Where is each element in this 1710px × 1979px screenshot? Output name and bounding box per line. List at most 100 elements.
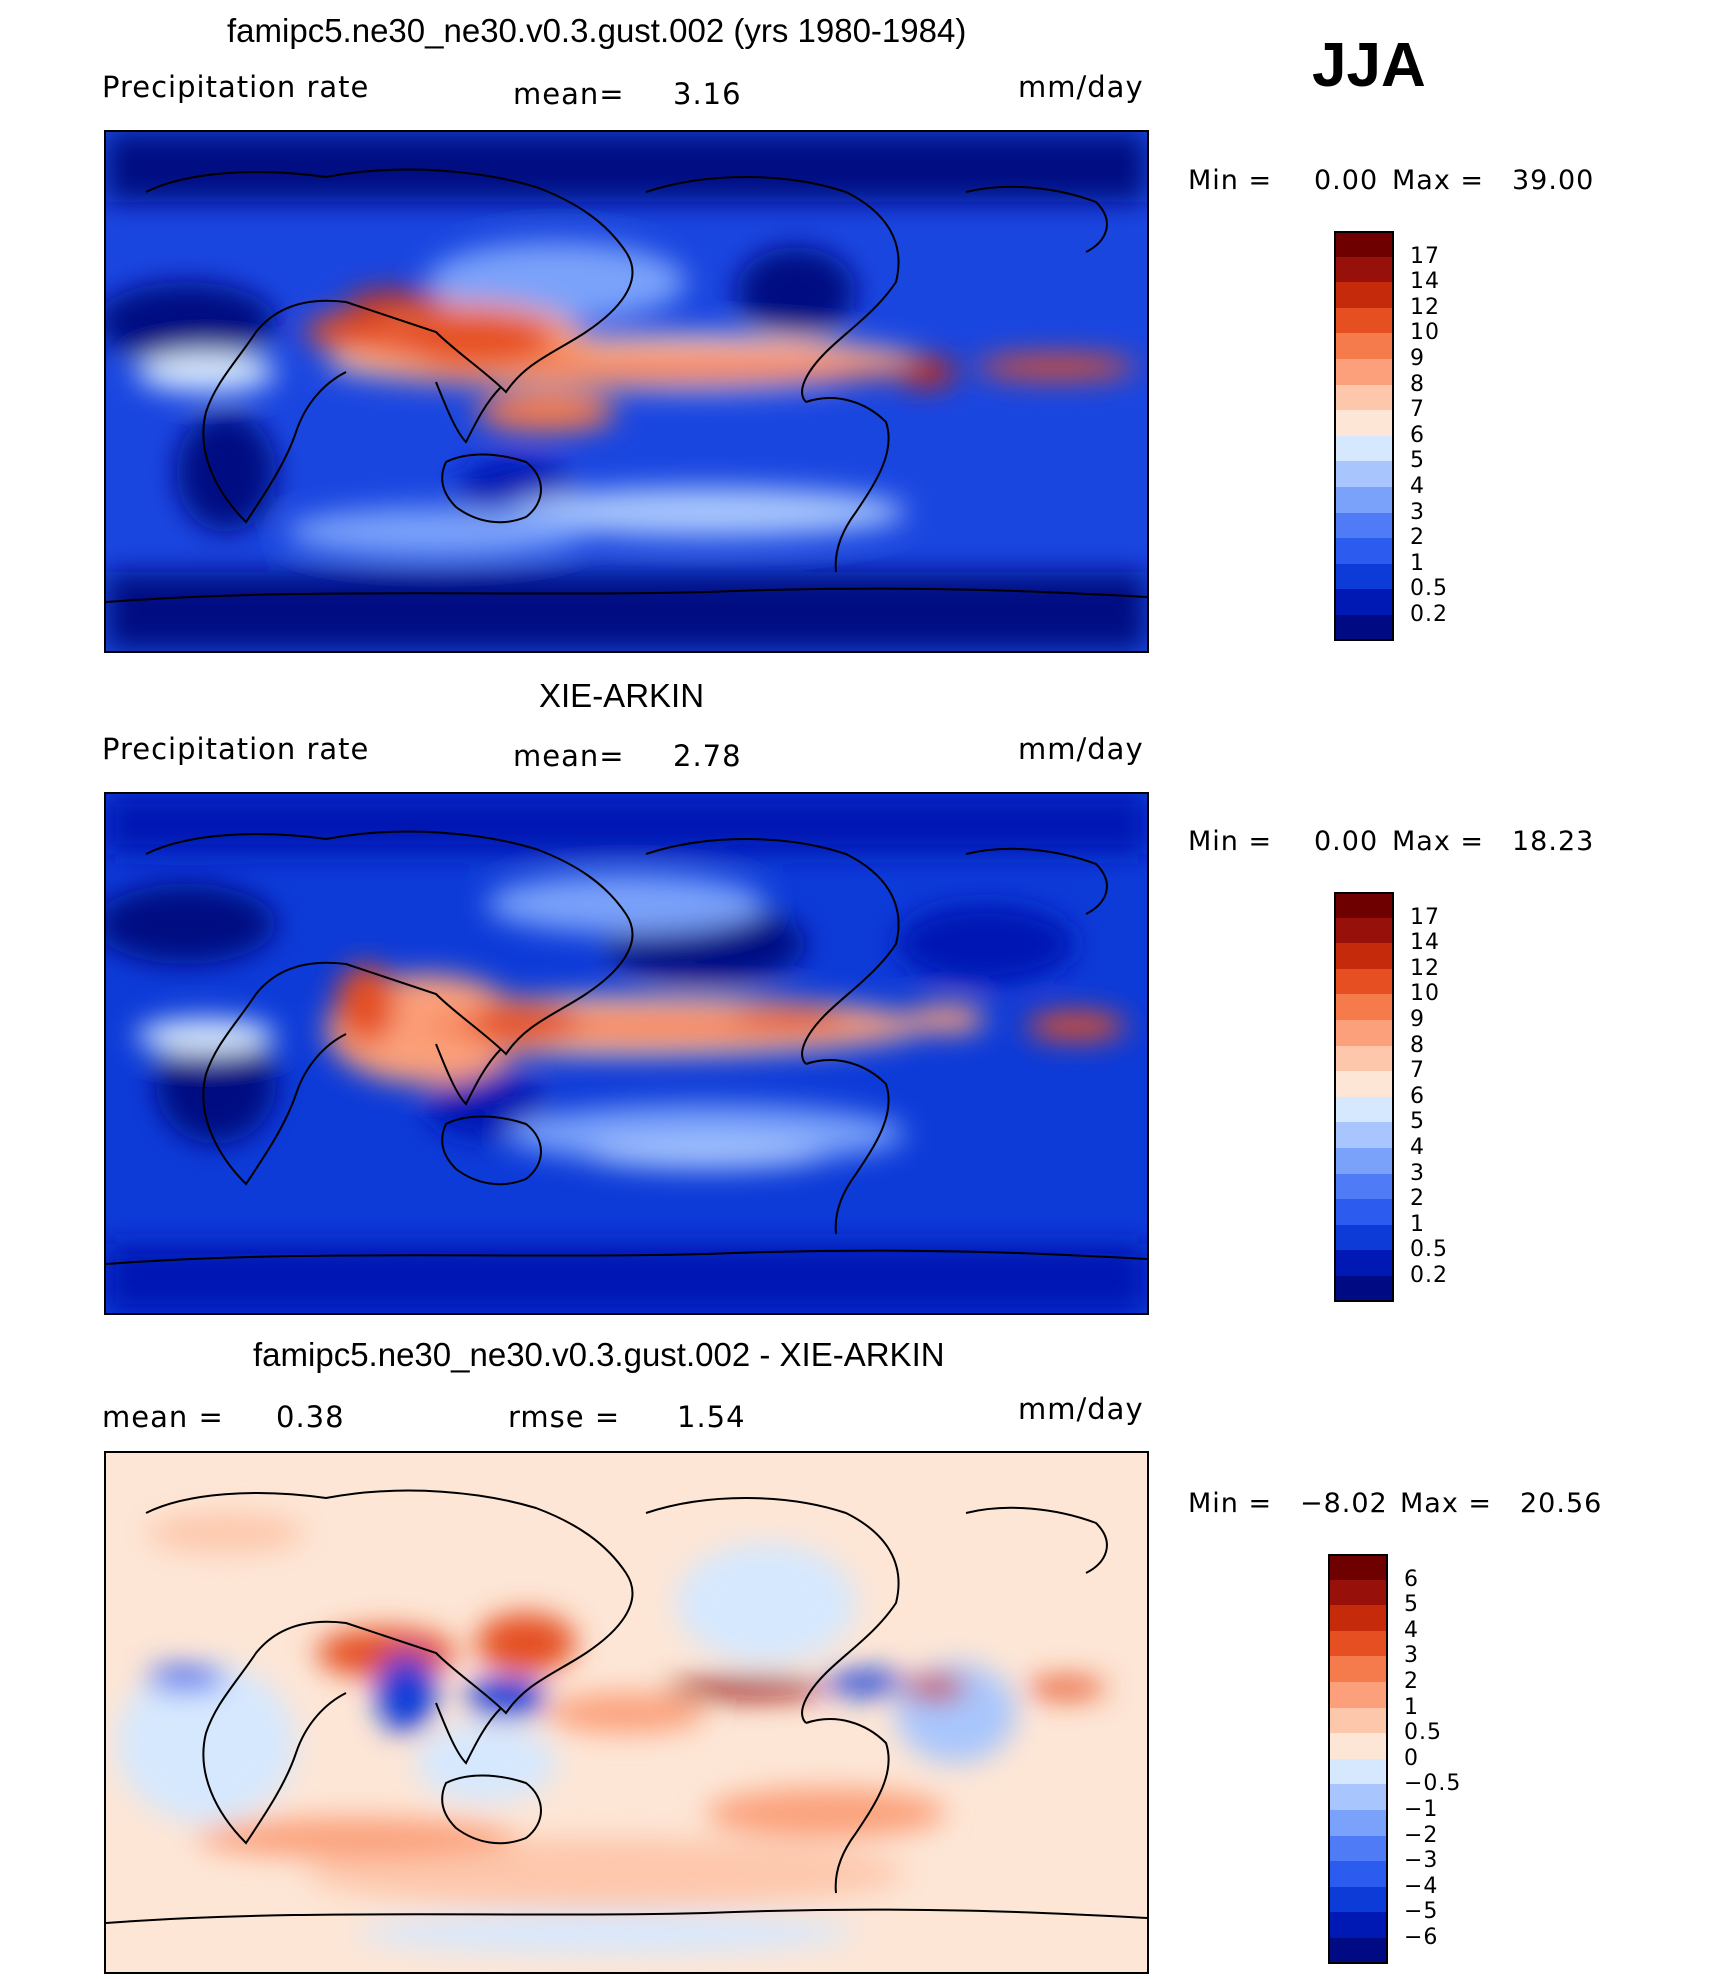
colorbar-tick-label: 4 [1404, 1617, 1419, 1643]
colorbar-box [1334, 359, 1394, 386]
colorbar-tick-label: 10 [1410, 320, 1440, 346]
colorbar-box [1328, 1707, 1388, 1734]
colorbar-tick-label: 14 [1410, 269, 1440, 295]
colorbar-tick-label: 3 [1410, 499, 1425, 525]
colorbar-box [1334, 589, 1394, 616]
season-label: JJA [1312, 31, 1426, 100]
panel2-map [104, 792, 1149, 1315]
colorbar-tick-label: 14 [1410, 930, 1440, 956]
colorbar-box [1328, 1733, 1388, 1760]
colorbar-box [1334, 1096, 1394, 1123]
colorbar-tick-label: −6 [1404, 1925, 1439, 1950]
colorbar-box [1334, 1250, 1394, 1277]
colorbar-box [1328, 1554, 1388, 1581]
colorbar-box [1334, 307, 1394, 334]
colorbar-tick-label: 5 [1410, 448, 1425, 474]
colorbar-box [1334, 1020, 1394, 1047]
colorbar-box [1334, 563, 1394, 590]
panel3-max-label: Max = [1400, 1488, 1493, 1519]
panel2-variable-label: Precipitation rate [102, 732, 370, 766]
colorbar-tick-label: 4 [1410, 474, 1425, 499]
colorbar-box [1328, 1938, 1388, 1965]
colorbar-box [1328, 1579, 1388, 1606]
colorbar-tick-label: −5 [1404, 1899, 1439, 1925]
colorbar-box [1334, 1045, 1394, 1072]
colorbar-box [1334, 968, 1394, 995]
colorbar-box [1334, 1122, 1394, 1149]
panel3-map-svg [106, 1453, 1147, 1972]
colorbar-tick-label: 17 [1410, 904, 1440, 930]
panel1-ocean-field [106, 132, 1147, 651]
panel3-units: mm/day [1018, 1392, 1144, 1426]
panel3-rmse-label: rmse = [508, 1400, 621, 1434]
colorbar-box [1328, 1630, 1388, 1657]
colorbar-box [1334, 943, 1394, 970]
colorbar-box [1328, 1861, 1388, 1888]
colorbar-tick-label: 6 [1410, 1083, 1425, 1109]
colorbar-tick-label: 10 [1410, 981, 1440, 1007]
panel1-title: famipc5.ne30_ne30.v0.3.gust.002 (yrs 198… [227, 12, 967, 49]
colorbar-tick-label: 2 [1410, 525, 1425, 551]
panel2-max-label: Max = [1392, 826, 1485, 857]
panel3-title: famipc5.ne30_ne30.v0.3.gust.002 - XIE-AR… [253, 1336, 945, 1373]
colorbar-box [1328, 1912, 1388, 1939]
colorbar-tick-label: 0.5 [1404, 1720, 1442, 1746]
colorbar-box [1328, 1784, 1388, 1811]
colorbar-box [1334, 917, 1394, 944]
colorbar-box [1328, 1605, 1388, 1632]
colorbar-box [1334, 384, 1394, 411]
colorbar-tick-label: 3 [1404, 1643, 1419, 1669]
colorbar-tick-label: −3 [1404, 1848, 1439, 1874]
colorbar-tick-label: −4 [1404, 1873, 1439, 1899]
panel3-min-label: Min = [1188, 1488, 1273, 1519]
panel2-min-label: Min = [1188, 826, 1273, 857]
colorbar-box [1334, 461, 1394, 488]
panel2-map-svg [106, 794, 1147, 1313]
colorbar-tick-label: 7 [1410, 1058, 1425, 1084]
colorbar-tick-label: 5 [1410, 1109, 1425, 1135]
colorbar-tick-label: 9 [1410, 346, 1425, 371]
panel1-variable-label: Precipitation rate [102, 70, 370, 104]
colorbar-tick-label: 6 [1410, 422, 1425, 448]
panel3-max-value: 20.56 [1520, 1488, 1603, 1519]
panel1-min-value: 0.00 [1314, 165, 1379, 196]
panel3-min-value: −8.02 [1300, 1488, 1388, 1519]
colorbar-box [1334, 282, 1394, 309]
colorbar-box [1334, 231, 1394, 258]
colorbar-tick-label: −1 [1404, 1797, 1439, 1822]
panel1-units: mm/day [1018, 70, 1144, 104]
colorbar-tick-label: 1 [1410, 1211, 1425, 1237]
colorbar-box [1334, 1148, 1394, 1175]
panel2-colorbar: 17 14 12 10 9 8 7 6 5 4 3 2 1 0.5 0.2 [1334, 892, 1514, 1304]
colorbar-box [1334, 994, 1394, 1021]
colorbar-tick-label: 2 [1410, 1186, 1425, 1212]
panel3-map [104, 1451, 1149, 1974]
colorbar-box [1328, 1835, 1388, 1862]
colorbar-box [1334, 1224, 1394, 1251]
colorbar-box [1328, 1758, 1388, 1785]
panel1-max-value: 39.00 [1512, 165, 1595, 196]
colorbar-box [1334, 1173, 1394, 1200]
colorbar-tick-label: 1 [1404, 1694, 1419, 1720]
colorbar-tick-label: 0.2 [1410, 602, 1448, 627]
panel2-units: mm/day [1018, 732, 1144, 766]
colorbar-box [1334, 892, 1394, 919]
colorbar-box [1334, 410, 1394, 437]
colorbar-box [1334, 538, 1394, 565]
colorbar-tick-label: 9 [1410, 1007, 1425, 1032]
colorbar-tick-label: 17 [1410, 243, 1440, 269]
panel1-colorbar: 17 14 12 10 9 8 7 6 5 4 3 2 1 0.5 0.2 [1334, 231, 1514, 643]
colorbar-tick-label: 12 [1410, 294, 1440, 320]
panel3-mean-label: mean = [102, 1400, 224, 1434]
colorbar-tick-label: 5 [1404, 1592, 1419, 1618]
colorbar-box [1334, 1071, 1394, 1098]
panel1-max-label: Max = [1392, 165, 1485, 196]
colorbar-tick-label: −2 [1404, 1822, 1439, 1848]
panel1-min-label: Min = [1188, 165, 1273, 196]
colorbar-tick-label: 6 [1404, 1566, 1419, 1592]
colorbar-tick-label: 7 [1410, 397, 1425, 423]
colorbar-box [1334, 615, 1394, 642]
colorbar-tick-label: 8 [1410, 371, 1425, 397]
panel3-mean-value: 0.38 [276, 1400, 345, 1434]
colorbar-tick-label: −0.5 [1404, 1771, 1462, 1797]
